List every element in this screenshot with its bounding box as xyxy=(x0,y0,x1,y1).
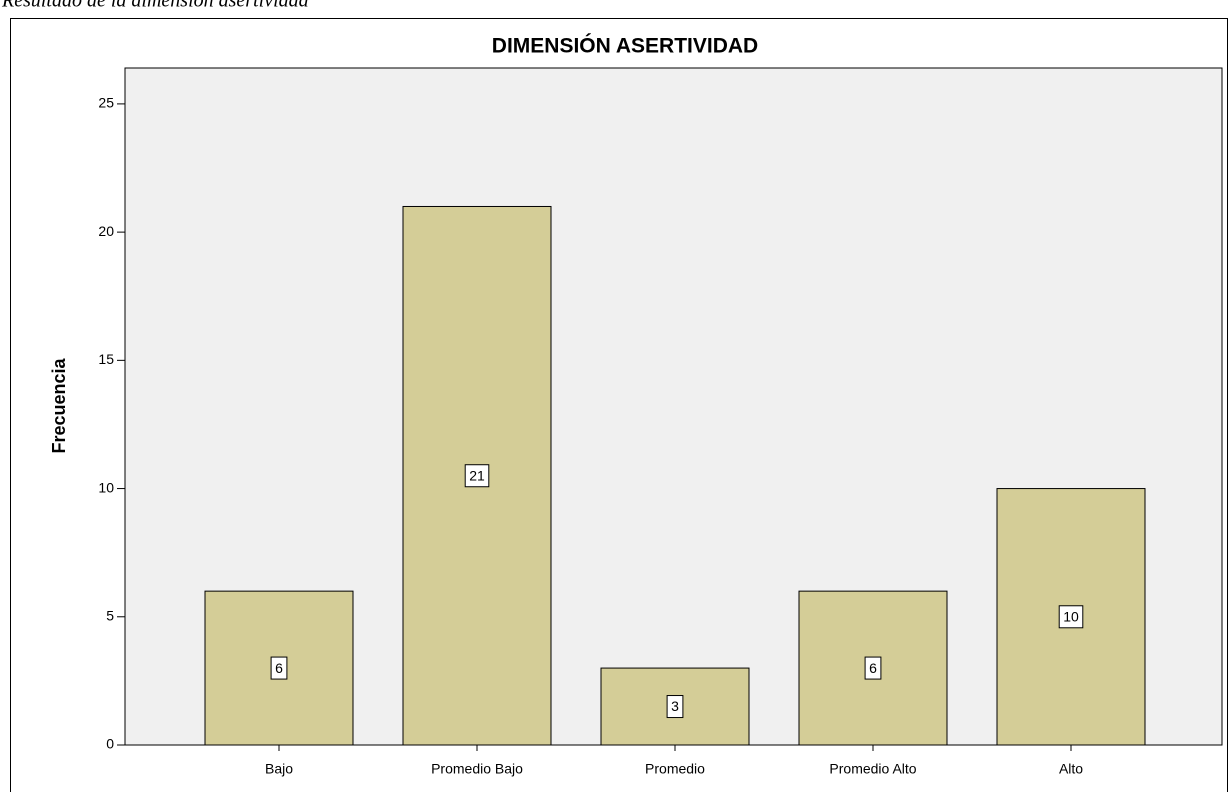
caption: Resultado de la dimensión asertividad xyxy=(1,0,310,12)
x-tick-label: Bajo xyxy=(265,761,293,777)
x-tick-label: Promedio Bajo xyxy=(431,761,523,777)
x-tick-label: Promedio Alto xyxy=(829,761,916,777)
data-label-box xyxy=(464,464,490,488)
y-tick-label: 10 xyxy=(98,479,114,495)
y-tick-label: 20 xyxy=(98,223,114,239)
data-label-box xyxy=(270,656,288,680)
data-label: 6 xyxy=(869,660,877,676)
data-label-box xyxy=(864,656,882,680)
y-tick-label: 15 xyxy=(98,351,114,367)
data-label: 6 xyxy=(275,660,283,676)
chart-title: DIMENSIÓN ASERTIVIDAD xyxy=(492,34,758,58)
data-label: 3 xyxy=(671,698,679,714)
data-label: 10 xyxy=(1063,608,1079,624)
y-tick-label: 25 xyxy=(98,95,114,111)
data-label-box xyxy=(666,695,684,719)
y-axis-label: Frecuencia xyxy=(49,357,69,453)
data-label-box xyxy=(1058,605,1084,629)
y-tick-label: 5 xyxy=(106,607,114,623)
x-tick-label: Alto xyxy=(1059,761,1083,777)
data-label: 21 xyxy=(469,467,485,483)
y-tick-label: 0 xyxy=(106,736,114,752)
x-tick-label: Promedio xyxy=(645,761,705,777)
